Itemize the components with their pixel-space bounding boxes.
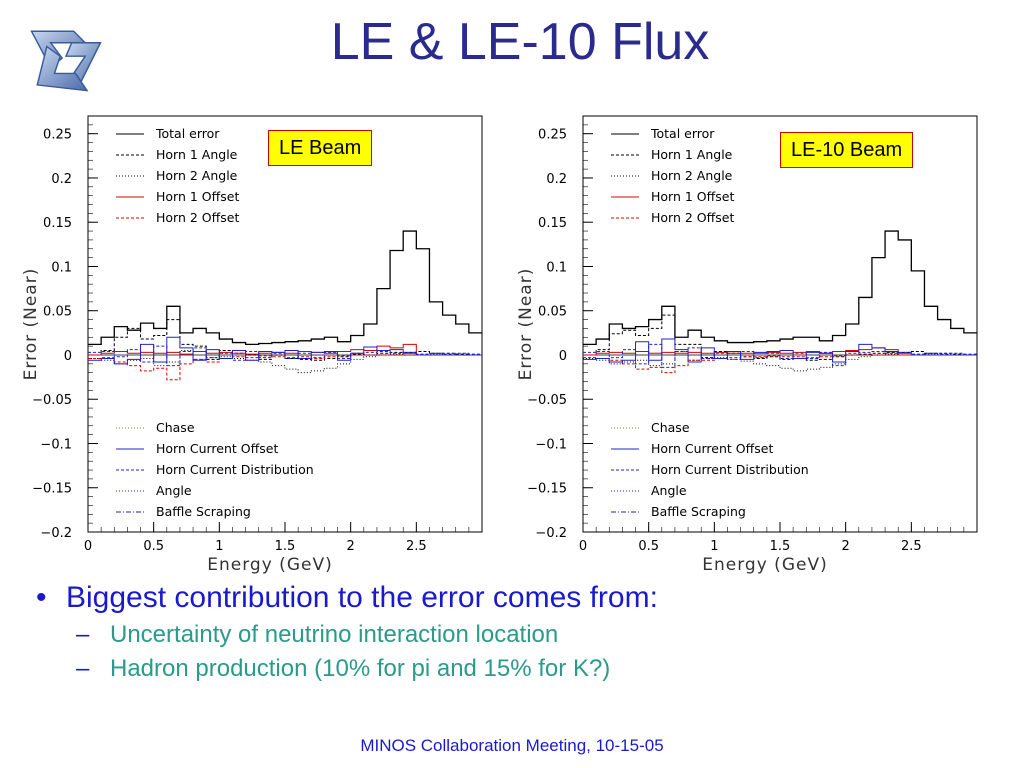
legend-entry: Horn Current Distribution (156, 462, 314, 477)
x-axis-title: Energy (GeV) (207, 555, 332, 575)
y-tick-label: −0.1 (535, 437, 567, 452)
legend-entry: Baffle Scraping (651, 504, 746, 519)
chart-le-beam: 0.25 0.2 0.15 0.1 0.05 0 −0.05 −0.1 −0.15 −0.2 0 0.… (12, 108, 502, 578)
y-tick-label: 0.1 (51, 260, 72, 275)
series-line (88, 230, 482, 346)
le-beam-label: LE Beam (268, 130, 373, 166)
legend-entry: Horn 2 Angle (156, 168, 238, 183)
y-tick-label: −0.2 (535, 526, 567, 541)
legend-entry: Total error (650, 126, 715, 141)
minos-logo (30, 30, 102, 92)
series-line (88, 354, 482, 381)
bullet-sub-text-1: Uncertainty of neutrino interaction loca… (110, 621, 559, 648)
x-tick-label: 2 (347, 539, 355, 554)
bullet-sub-1: – Uncertainty of neutrino interaction lo… (36, 618, 996, 652)
x-tick-label: 2.5 (406, 539, 427, 554)
x-tick-label: 1 (710, 539, 718, 554)
y-tick-label: 0.2 (51, 172, 72, 187)
sub-marker-1: – (76, 621, 90, 648)
y-tick-label: 0.1 (546, 260, 567, 275)
chart-le-beam-svg: 0.25 0.2 0.15 0.1 0.05 0 −0.05 −0.1 −0.15 −0.2 0 0.… (21, 115, 483, 575)
y-tick-label: −0.1 (40, 437, 72, 452)
legend-entry: Horn Current Distribution (651, 462, 809, 477)
y-tick-label: 0.15 (538, 216, 567, 231)
footer: MINOS Collaboration Meeting, 10-15-05 (360, 736, 664, 755)
x-tick-label: 0.5 (143, 539, 164, 554)
legend-entry: Horn Current Offset (156, 441, 278, 456)
y-tick-label: 0.25 (538, 128, 567, 143)
series-line (583, 354, 977, 374)
y-tick-label: 0.2 (546, 172, 567, 187)
le10-beam-label: LE-10 Beam (780, 132, 914, 168)
x-tick-label: 0 (84, 539, 92, 554)
x-tick-label: 1.5 (275, 539, 296, 554)
x-tick-label: 0 (579, 539, 587, 554)
x-tick-label: 0.5 (638, 539, 659, 554)
x-tick-label: 1.5 (770, 539, 791, 554)
y-tick-label: −0.15 (32, 482, 72, 497)
legend-entry: Horn 1 Offset (651, 189, 734, 204)
bullet-sub-2: – Hadron production (10% for pi and 15% … (36, 652, 996, 686)
legend-entry: Horn 2 Offset (156, 210, 239, 225)
legend-entry: Horn 2 Angle (651, 168, 733, 183)
bullet-sub-text-2: Hadron production (10% for pi and 15% fo… (110, 655, 611, 682)
y-tick-label: 0.05 (43, 305, 72, 320)
legend-entry: Angle (651, 483, 687, 498)
y-tick-label: 0.25 (43, 128, 72, 143)
legend-entry: Horn 1 Angle (156, 147, 238, 162)
y-tick-label: −0.2 (40, 526, 72, 541)
legend-entry: Horn 2 Offset (651, 210, 734, 225)
bullet-marker: • (36, 581, 47, 614)
slide-title: LE & LE-10 Flux (330, 13, 710, 71)
sub-marker-2: – (76, 655, 90, 682)
y-tick-label: −0.15 (527, 482, 567, 497)
legend-entry: Horn Current Offset (651, 441, 773, 456)
y-tick-label: 0.15 (43, 216, 72, 231)
bullet-main-text: Biggest contribution to the error comes … (66, 581, 658, 614)
legend-entry: Baffle Scraping (156, 504, 251, 519)
legend-entry: Chase (651, 420, 690, 435)
bullet-main: • Biggest contribution to the error come… (36, 578, 996, 618)
y-tick-label: 0.05 (538, 305, 567, 320)
series-line (583, 314, 977, 361)
legend-entry: Angle (156, 483, 192, 498)
x-axis-title: Energy (GeV) (702, 555, 827, 575)
legend-entry: Total error (155, 126, 220, 141)
y-tick-label: −0.05 (32, 393, 72, 408)
y-tick-label: 0 (64, 349, 72, 364)
legend-entry: Chase (156, 420, 195, 435)
y-tick-label: −0.05 (527, 393, 567, 408)
series-line (583, 343, 977, 368)
y-tick-label: 0 (559, 349, 567, 364)
series-line (583, 230, 977, 346)
x-tick-label: 1 (215, 539, 223, 554)
series-line (583, 338, 977, 363)
x-tick-label: 2 (842, 539, 850, 554)
legend-entry: Horn 1 Angle (651, 147, 733, 162)
legend-entry: Horn 1 Offset (156, 189, 239, 204)
bullet-list: • Biggest contribution to the error come… (36, 578, 996, 686)
chart-le10-beam-svg: 0.25 0.2 0.15 0.1 0.05 0 −0.05 −0.1 −0.15 −0.2 0 0.… (516, 115, 978, 575)
series-line (583, 350, 977, 372)
y-axis-title: Error (Near) (516, 268, 536, 381)
x-tick-label: 2.5 (901, 539, 922, 554)
y-axis-title: Error (Near) (21, 268, 41, 381)
chart-le10-beam: 0.25 0.2 0.15 0.1 0.05 0 −0.05 −0.1 −0.15 −0.2 0 0.… (507, 108, 997, 578)
